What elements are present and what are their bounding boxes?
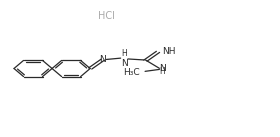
Text: N: N	[99, 55, 106, 64]
Text: H: H	[159, 67, 165, 76]
Text: HCl: HCl	[98, 12, 115, 21]
Text: N: N	[121, 59, 128, 68]
Text: H₃C: H₃C	[123, 68, 139, 77]
Text: N: N	[159, 64, 166, 73]
Text: NH: NH	[162, 47, 176, 56]
Text: H: H	[122, 49, 127, 58]
